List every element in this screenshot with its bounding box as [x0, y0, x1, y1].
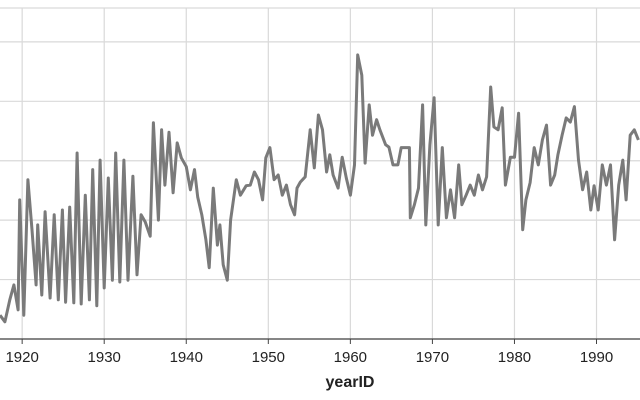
x-tick-label: 1930 — [88, 349, 121, 366]
x-tick-label: 1960 — [334, 349, 367, 366]
x-tick-label: 1940 — [170, 349, 203, 366]
x-axis-label: yearID — [326, 374, 375, 391]
data-line — [0, 53, 640, 324]
x-tick-label: 1980 — [498, 349, 531, 366]
x-tick-label: 1920 — [5, 349, 38, 366]
x-tick-label: 1950 — [252, 349, 285, 366]
x-tick-label: 1990 — [580, 349, 613, 366]
x-tick-label: 1970 — [416, 349, 449, 366]
